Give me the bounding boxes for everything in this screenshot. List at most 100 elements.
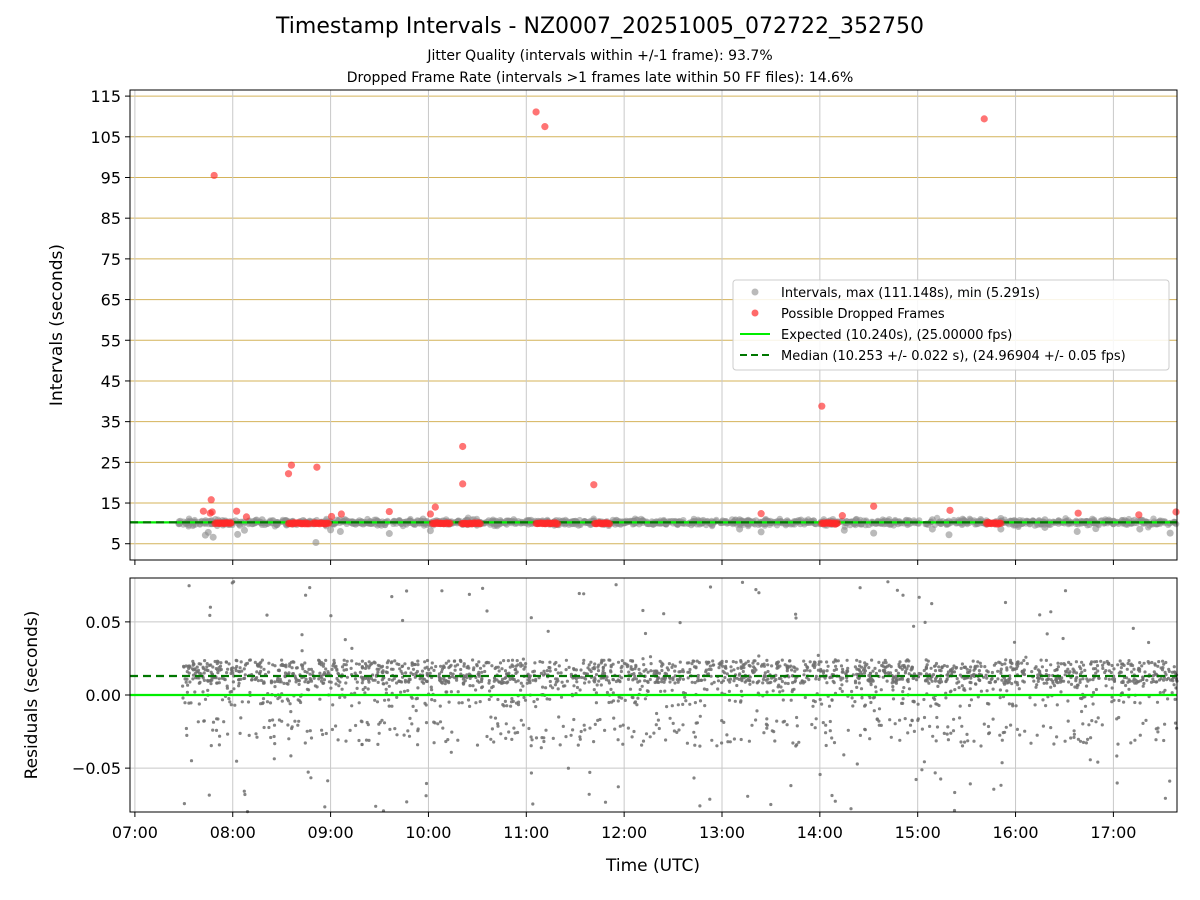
residual-point <box>456 663 460 667</box>
residual-point <box>785 723 789 727</box>
interval-point <box>327 526 335 534</box>
residual-point <box>262 681 266 685</box>
residual-point <box>1167 667 1171 671</box>
residual-point <box>230 581 234 585</box>
residual-point <box>390 704 394 708</box>
residual-point <box>315 685 319 689</box>
residual-point <box>564 658 569 662</box>
residual-point <box>485 661 489 665</box>
residual-point <box>662 680 666 684</box>
residual-point <box>1063 589 1068 593</box>
residual-point <box>548 679 552 684</box>
residual-point <box>303 680 307 684</box>
residual-point <box>934 661 939 666</box>
residual-point <box>896 671 901 675</box>
residual-point <box>883 658 887 662</box>
residual-point <box>209 678 213 683</box>
interval-point <box>928 525 936 533</box>
residual-point <box>551 736 555 741</box>
residual-point <box>976 660 980 664</box>
residual-point <box>641 739 646 743</box>
residual-point <box>373 678 377 682</box>
residual-point <box>782 719 787 723</box>
residual-point <box>869 700 873 705</box>
dropped-frame-point <box>207 496 215 504</box>
residual-point <box>317 662 321 666</box>
residual-point <box>1171 679 1175 683</box>
residual-point <box>722 720 726 725</box>
residual-point <box>858 586 862 590</box>
residual-point <box>440 667 444 671</box>
residual-point <box>1042 681 1046 685</box>
residual-point <box>300 649 304 653</box>
residual-point <box>792 665 796 669</box>
residual-point <box>391 667 395 671</box>
residual-point <box>556 687 560 691</box>
residual-point <box>335 668 339 672</box>
residual-point <box>594 673 599 677</box>
residual-point <box>952 670 957 674</box>
residual-point <box>442 676 446 680</box>
residual-point <box>1106 661 1110 666</box>
residual-point <box>841 667 845 671</box>
residual-point <box>415 669 419 674</box>
residual-point <box>531 678 535 682</box>
residual-point <box>432 741 436 745</box>
residual-point <box>290 726 294 731</box>
residual-point <box>1023 729 1027 733</box>
residual-point <box>640 743 644 747</box>
residual-point <box>578 735 582 739</box>
residual-point <box>593 722 597 727</box>
residual-point <box>393 727 397 731</box>
residual-point <box>725 672 729 676</box>
residual-point <box>373 698 377 702</box>
residual-point <box>1101 663 1105 668</box>
residual-point <box>1163 796 1167 800</box>
residual-point <box>218 668 222 672</box>
residual-point <box>973 665 977 670</box>
residual-point <box>196 670 200 674</box>
residual-point <box>193 667 197 671</box>
residual-point <box>1067 660 1071 665</box>
residual-point <box>350 704 354 708</box>
residual-point <box>611 678 616 682</box>
residual-point <box>1072 732 1076 736</box>
residual-point <box>657 726 661 731</box>
residual-point <box>468 684 472 688</box>
residual-point <box>795 724 799 728</box>
residual-point <box>621 742 625 746</box>
residual-point <box>729 665 733 669</box>
interval-point <box>870 529 878 537</box>
residual-point <box>451 672 455 676</box>
residual-point <box>487 679 491 683</box>
residual-point <box>857 681 861 685</box>
residual-point <box>350 646 354 651</box>
residual-point <box>1145 678 1149 682</box>
residual-point <box>397 662 401 667</box>
residual-point <box>1030 670 1034 674</box>
residual-point <box>1132 667 1136 671</box>
residual-point <box>272 734 276 739</box>
residual-point <box>240 700 244 704</box>
residual-point <box>422 677 427 681</box>
residual-point <box>1156 730 1160 734</box>
residual-point <box>483 669 487 674</box>
residual-point <box>648 677 652 682</box>
residual-point <box>608 658 612 662</box>
residual-y-axis-label: Residuals (seconds) <box>22 611 42 780</box>
residual-point <box>814 677 818 681</box>
residual-point <box>363 691 367 695</box>
residual-point <box>926 659 930 663</box>
residual-point <box>681 702 685 707</box>
residual-point <box>998 661 1002 665</box>
residual-point <box>542 736 546 740</box>
residual-point <box>474 688 478 692</box>
residual-point <box>509 700 514 704</box>
residual-point <box>931 734 935 738</box>
residual-point <box>308 586 312 590</box>
residual-point <box>821 671 826 675</box>
residual-point <box>1138 661 1142 665</box>
residual-point <box>1011 704 1015 708</box>
residual-point <box>363 666 368 671</box>
residual-point <box>912 729 917 734</box>
